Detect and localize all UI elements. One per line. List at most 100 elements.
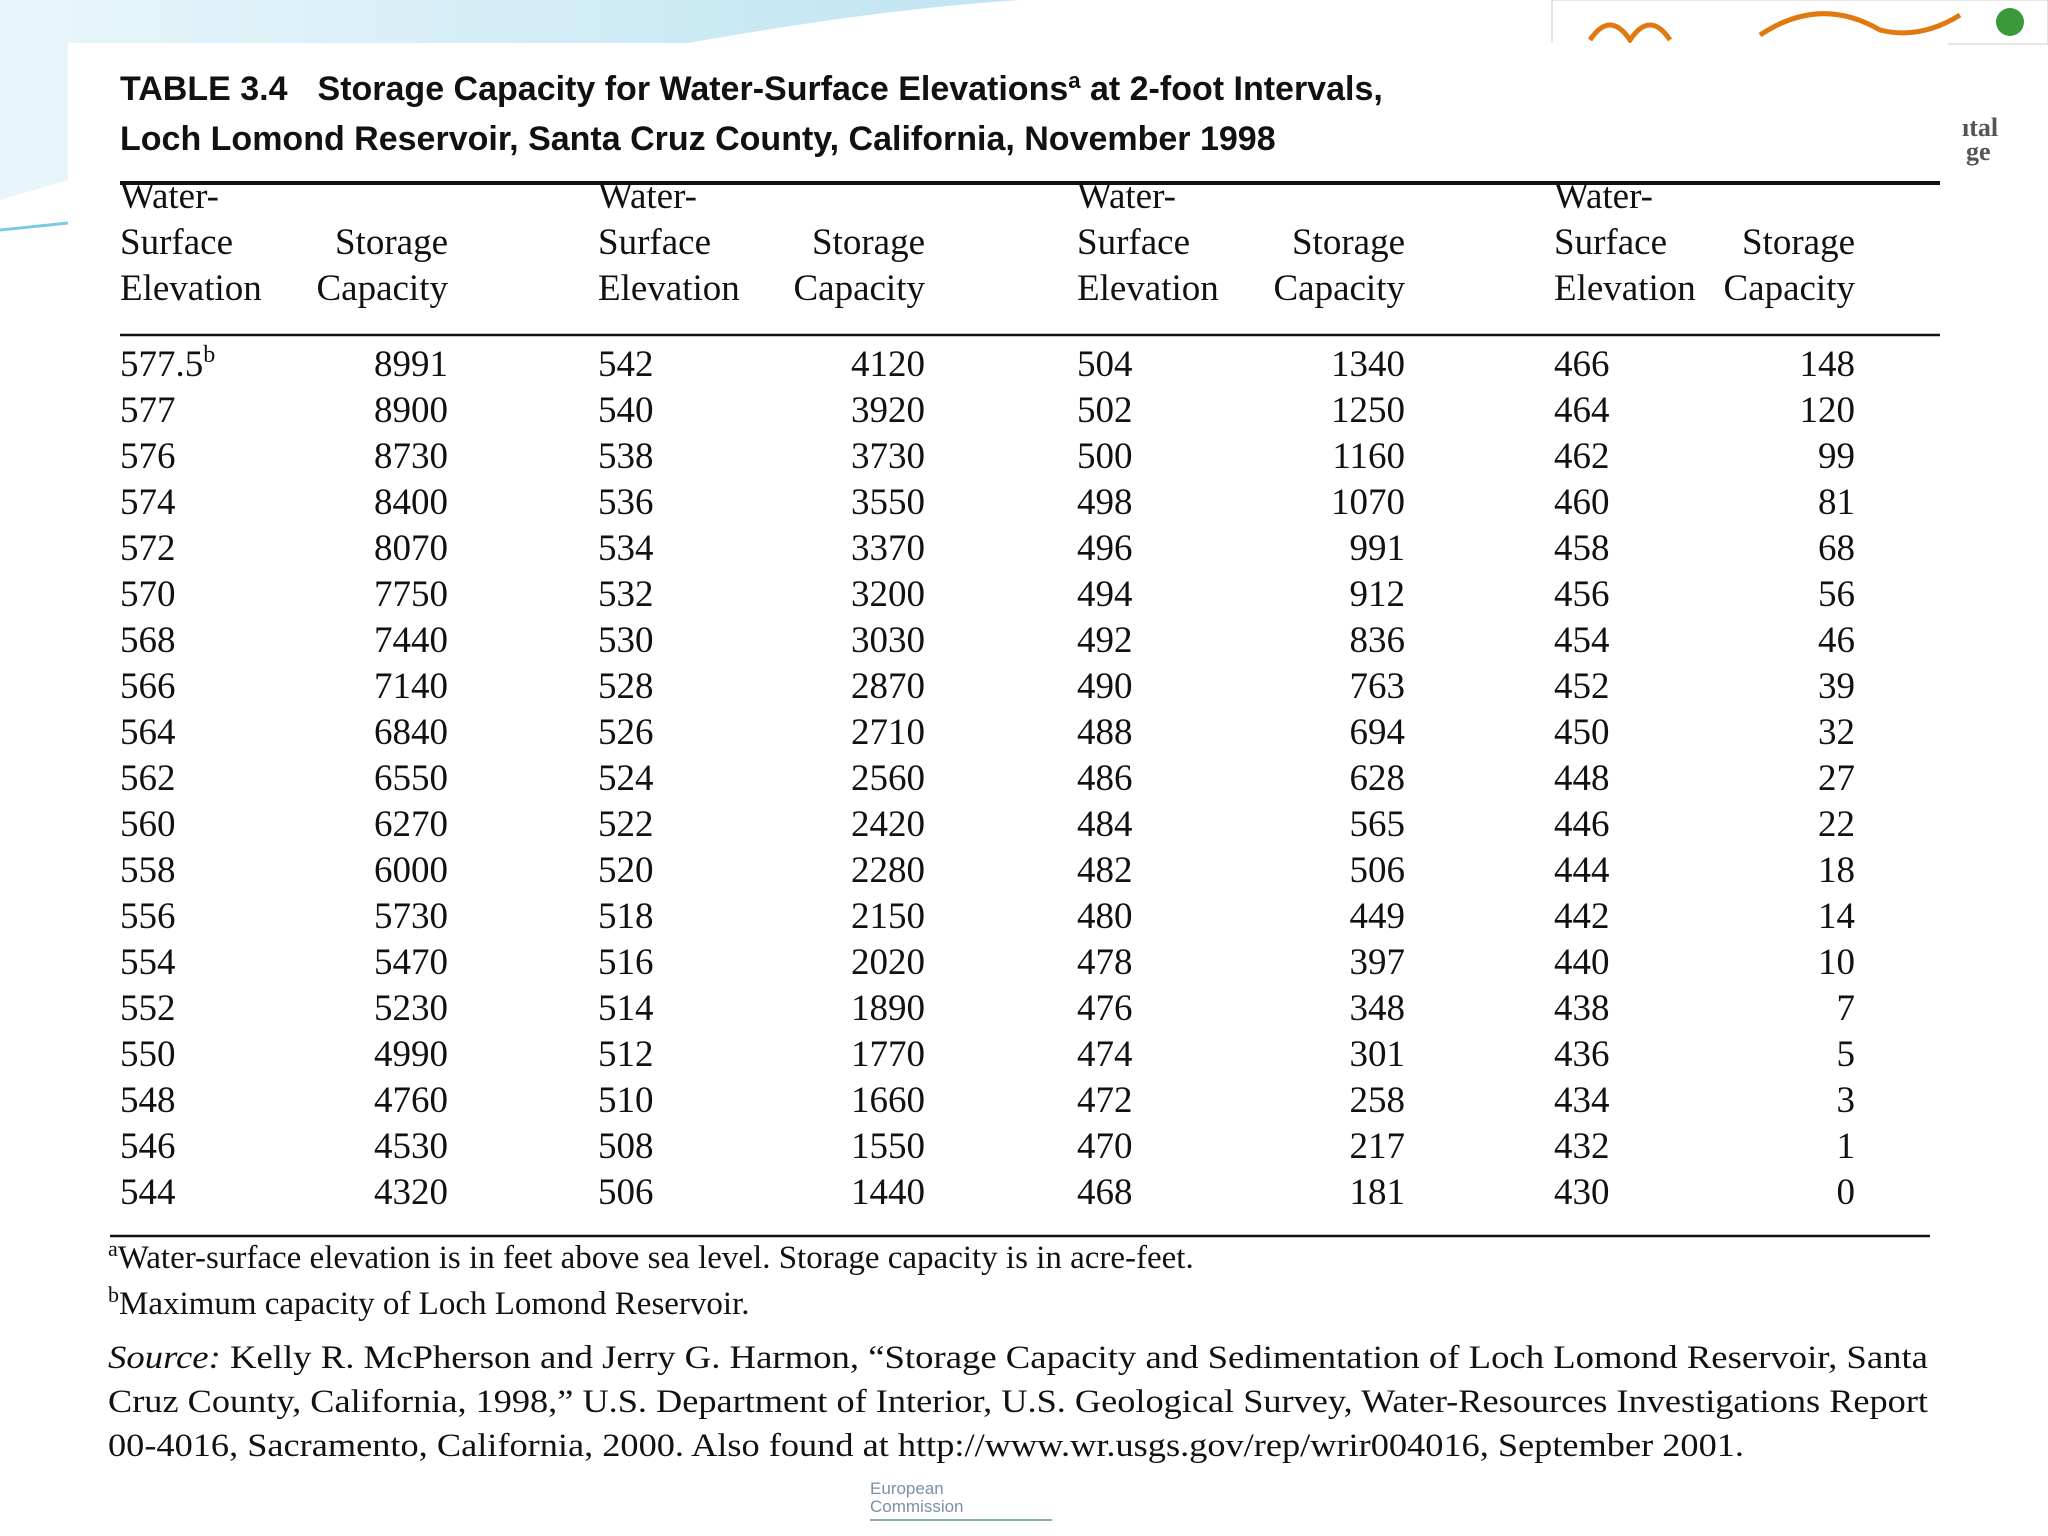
table-cell: 8400 <box>374 482 448 523</box>
table-cell: 460 <box>1554 482 1610 523</box>
table-cell: 572 <box>120 528 176 569</box>
table-cell: 446 <box>1554 804 1610 845</box>
table-cell: 348 <box>1350 988 1406 1029</box>
table-cell: 536 <box>598 482 654 523</box>
table-cell: 99 <box>1818 436 1855 477</box>
table-cell: 432 <box>1554 1126 1610 1167</box>
table-cell: 440 <box>1554 942 1610 983</box>
table-cell: 544 <box>120 1172 176 1213</box>
table-cell: 1340 <box>1331 344 1405 385</box>
column-header: Storage <box>812 222 925 263</box>
table-cell: 763 <box>1350 666 1406 707</box>
table-page <box>68 43 1948 1478</box>
table-cell: 476 <box>1077 988 1133 1029</box>
table-cell: 548 <box>120 1080 176 1121</box>
table-cell: 3 <box>1837 1080 1856 1121</box>
table-cell: 148 <box>1800 344 1856 385</box>
column-header: Elevation <box>1077 268 1219 309</box>
table-cell: 560 <box>120 804 176 845</box>
table-cell: 498 <box>1077 482 1133 523</box>
table-cell: 5730 <box>374 896 448 937</box>
table-cell: 452 <box>1554 666 1610 707</box>
footnote-text: Maximum capacity of Loch Lomond Reservoi… <box>119 1286 750 1322</box>
table-cell: 6550 <box>374 758 448 799</box>
table-cell: 436 <box>1554 1034 1610 1075</box>
table-cell: 7140 <box>374 666 448 707</box>
table-cell: 520 <box>598 850 654 891</box>
table-cell: 1160 <box>1332 436 1405 477</box>
table-cell: 2710 <box>851 712 925 753</box>
table-title: TABLE 3.4 Storage Capacity for Water-Surf… <box>120 68 1383 108</box>
table-cell: 506 <box>1350 850 1406 891</box>
table-cell: 450 <box>1554 712 1610 753</box>
table-label: TABLE 3.4 <box>120 70 288 108</box>
table-cell: 1770 <box>851 1034 925 1075</box>
table-cell: 7 <box>1837 988 1856 1029</box>
source-line: Source: Kelly R. McPherson and Jerry G. … <box>108 1340 1928 1376</box>
table-cell: 464 <box>1554 390 1610 431</box>
column-header: Elevation <box>598 268 740 309</box>
table-cell: 258 <box>1350 1080 1406 1121</box>
source-text: 00-4016, Sacramento, California, 2000. A… <box>108 1428 1744 1464</box>
title-text: at 2-foot Intervals, <box>1081 70 1383 108</box>
table-cell: 1440 <box>851 1172 925 1213</box>
table-cell: 466 <box>1554 344 1610 385</box>
column-header: Surface <box>120 222 233 263</box>
table-cell: 574 <box>120 482 176 523</box>
table-cell: 506 <box>598 1172 654 1213</box>
table-cell: 438 <box>1554 988 1610 1029</box>
table-cell: 488 <box>1077 712 1133 753</box>
column-header: Water- <box>120 176 219 217</box>
column-header: Surface <box>1554 222 1667 263</box>
source-text: Cruz County, California, 1998,” U.S. Dep… <box>108 1384 1928 1420</box>
table-cell: 530 <box>598 620 654 661</box>
table-cell: 181 <box>1350 1172 1406 1213</box>
table-cell: 301 <box>1350 1034 1406 1075</box>
table-cell: 484 <box>1077 804 1133 845</box>
table-cell: 508 <box>598 1126 654 1167</box>
table-cell: 472 <box>1077 1080 1133 1121</box>
table-cell: 568 <box>120 620 176 661</box>
table-cell: 3370 <box>851 528 925 569</box>
table-cell: 474 <box>1077 1034 1133 1075</box>
table-cell: 480 <box>1077 896 1133 937</box>
column-header: Storage <box>335 222 448 263</box>
table-cell: 448 <box>1554 758 1610 799</box>
table-cell: 1 <box>1837 1126 1856 1167</box>
table-cell: 8900 <box>374 390 448 431</box>
table-cell: 538 <box>598 436 654 477</box>
table-cell: 3920 <box>851 390 925 431</box>
table-cell: 496 <box>1077 528 1133 569</box>
table-cell: 565 <box>1350 804 1406 845</box>
table-cell: 526 <box>598 712 654 753</box>
table-cell: 504 <box>1077 344 1133 385</box>
logo-mark <box>1587 11 1962 45</box>
column-header: Elevation <box>120 268 262 309</box>
table-cell: 2150 <box>851 896 925 937</box>
table-cell: 2870 <box>851 666 925 707</box>
table-cell: 470 <box>1077 1126 1133 1167</box>
table-cell: 1660 <box>851 1080 925 1121</box>
side-fragment: ge <box>1966 137 1991 166</box>
table-cell: 32 <box>1818 712 1855 753</box>
table-cell: 540 <box>598 390 654 431</box>
footer-logo: Commission <box>870 1497 964 1516</box>
column-header: Capacity <box>316 268 448 309</box>
table-cell: 991 <box>1350 528 1406 569</box>
table-cell: 3030 <box>851 620 925 661</box>
table-cell: 4530 <box>374 1126 448 1167</box>
table-cell: 502 <box>1077 390 1133 431</box>
table-cell: 430 <box>1554 1172 1610 1213</box>
footnote: bMaximum capacity of Loch Lomond Reservo… <box>108 1282 750 1322</box>
table-cell: 68 <box>1818 528 1855 569</box>
source-label: Source: <box>108 1340 221 1376</box>
column-header: Capacity <box>1723 268 1855 309</box>
table-cell: 6840 <box>374 712 448 753</box>
table-cell: 550 <box>120 1034 176 1075</box>
title-sup: a <box>1068 68 1081 93</box>
table-cell: 492 <box>1077 620 1133 661</box>
table-cell: 56 <box>1818 574 1855 615</box>
source-line: 00-4016, Sacramento, California, 2000. A… <box>108 1428 1744 1464</box>
table-cell: 458 <box>1554 528 1610 569</box>
table-cell: 8070 <box>374 528 448 569</box>
